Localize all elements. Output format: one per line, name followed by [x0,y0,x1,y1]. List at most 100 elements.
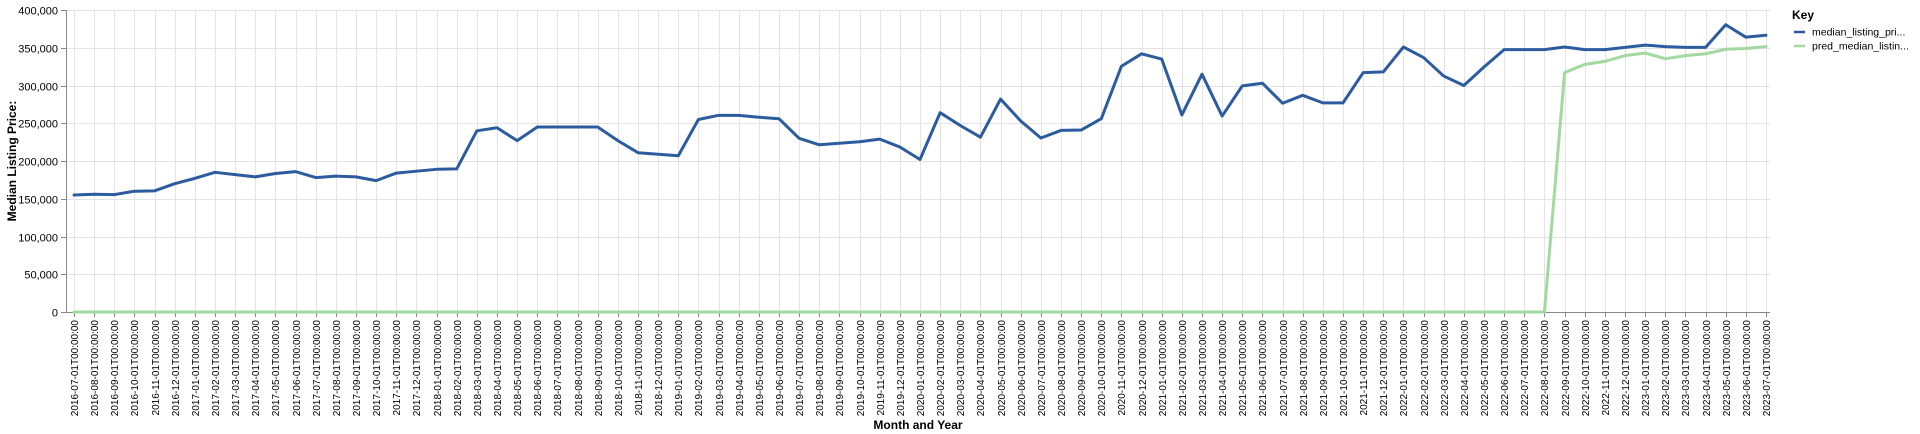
x-tick-label: 2017-07-01T00:00:00 [312,320,323,417]
y-tick-label: 400,000 [18,6,58,18]
x-tick-label: 2017-03-01T00:00:00 [231,320,242,417]
x-tick-label: 2017-09-01T00:00:00 [352,320,363,417]
series-line-median-listing-pri [72,23,1768,197]
x-tick-label: 2021-02-01T00:00:00 [1178,320,1189,417]
x-tick-label: 2018-12-01T00:00:00 [654,320,665,417]
x-tick-label: 2022-04-01T00:00:00 [1460,320,1471,417]
y-tick-label: 50,000 [24,270,58,282]
x-tick-label: 2019-10-01T00:00:00 [856,320,867,417]
x-tick-label: 2018-06-01T00:00:00 [533,320,544,417]
x-tick-label: 2022-09-01T00:00:00 [1561,320,1572,417]
x-tick-label: 2017-01-01T00:00:00 [191,320,202,417]
x-tick-label: 2021-06-01T00:00:00 [1258,320,1269,417]
x-tick-label: 2020-08-01T00:00:00 [1057,320,1068,417]
x-tick-label: 2018-02-01T00:00:00 [453,320,464,417]
x-tick-label: 2023-04-01T00:00:00 [1702,320,1713,417]
x-tick-label: 2021-08-01T00:00:00 [1299,320,1310,417]
x-tick-label: 2019-04-01T00:00:00 [735,320,746,417]
x-tick-label: 2022-02-01T00:00:00 [1420,320,1431,417]
x-tick-label: 2023-01-01T00:00:00 [1641,320,1652,417]
x-tick-label: 2021-05-01T00:00:00 [1238,320,1249,417]
y-tick-label: 0 [52,308,58,320]
x-tick-label: 2020-12-01T00:00:00 [1138,320,1149,417]
x-tick-label: 2019-02-01T00:00:00 [694,320,705,417]
y-tick-label: 200,000 [18,157,58,169]
x-tick-label: 2019-08-01T00:00:00 [815,320,826,417]
series-line-pred-median-listin [72,45,1768,314]
x-tick-label: 2016-09-01T00:00:00 [110,320,121,417]
x-tick-label: 2021-12-01T00:00:00 [1379,320,1390,417]
grid [66,10,1770,313]
x-tick-label: 2023-03-01T00:00:00 [1681,320,1692,417]
x-tick-label: 2017-05-01T00:00:00 [271,320,282,417]
x-tick-label: 2018-05-01T00:00:00 [513,320,524,417]
y-tick-label: 300,000 [18,82,58,94]
x-tick-label: 2020-01-01T00:00:00 [916,320,927,417]
x-tick-label: 2021-10-01T00:00:00 [1339,320,1350,417]
x-tick-label: 2020-11-01T00:00:00 [1117,320,1128,416]
legend: Key median_listing_pri... pred_median_lis… [1792,8,1909,53]
series [72,23,1768,314]
x-tick-label: 2020-09-01T00:00:00 [1077,320,1088,417]
x-tick-label: 2020-10-01T00:00:00 [1097,320,1108,417]
x-tick-label: 2022-11-01T00:00:00 [1601,320,1612,416]
x-tick-label: 2023-07-01T00:00:00 [1762,320,1773,417]
x-tick-label: 2017-12-01T00:00:00 [412,320,423,417]
y-tick-label: 250,000 [18,119,58,131]
x-tick-label: 2020-06-01T00:00:00 [1017,320,1028,417]
x-tick-label: 2022-03-01T00:00:00 [1440,320,1451,417]
x-tick-label: 2018-04-01T00:00:00 [493,320,504,417]
x-tick-label: 2019-12-01T00:00:00 [896,320,907,417]
x-tick-label: 2022-08-01T00:00:00 [1540,320,1551,417]
x-tick-label: 2022-06-01T00:00:00 [1500,320,1511,417]
x-tick-label: 2019-07-01T00:00:00 [795,320,806,417]
x-tick-label: 2019-11-01T00:00:00 [876,320,887,416]
x-tick-label: 2016-11-01T00:00:00 [151,320,162,416]
x-tick-label: 2023-06-01T00:00:00 [1742,320,1753,417]
x-tick-label: 2022-12-01T00:00:00 [1621,320,1632,417]
x-tick-label: 2017-06-01T00:00:00 [292,320,303,417]
x-tick-label: 2018-09-01T00:00:00 [594,320,605,417]
x-tick-label: 2019-01-01T00:00:00 [674,320,685,417]
x-tick-label: 2017-11-01T00:00:00 [392,320,403,416]
x-tick-label: 2022-07-01T00:00:00 [1520,320,1531,417]
x-tick-label: 2021-01-01T00:00:00 [1158,320,1169,417]
x-tick-label: 2021-09-01T00:00:00 [1319,320,1330,417]
x-tick-label: 2023-05-01T00:00:00 [1722,320,1733,417]
x-tick-label: 2017-08-01T00:00:00 [332,320,343,417]
x-tick-label: 2019-05-01T00:00:00 [755,320,766,417]
y-tick-label: 150,000 [18,195,58,207]
x-tick-label: 2018-07-01T00:00:00 [553,320,564,417]
x-tick-label: 2017-04-01T00:00:00 [251,320,262,417]
x-tick-label: 2016-10-01T00:00:00 [130,320,141,417]
x-tick-label: 2020-07-01T00:00:00 [1037,320,1048,417]
x-tick-label: 2016-12-01T00:00:00 [171,320,182,417]
x-tick-label: 2021-07-01T00:00:00 [1279,320,1290,417]
x-tick-label: 2022-10-01T00:00:00 [1581,320,1592,417]
x-tick-label: 2016-08-01T00:00:00 [90,320,101,417]
x-tick-label: 2020-03-01T00:00:00 [956,320,967,417]
x-tick-label: 2021-11-01T00:00:00 [1359,320,1370,416]
x-tick-label: 2017-10-01T00:00:00 [372,320,383,417]
legend-title: Key [1792,8,1814,22]
x-axis-title: Month and Year [873,418,962,432]
x-tick-label: 2019-06-01T00:00:00 [775,320,786,417]
x-tick-label: 2016-07-01T00:00:00 [70,320,81,417]
x-tick-label: 2020-02-01T00:00:00 [936,320,947,417]
x-tick-label: 2018-08-01T00:00:00 [574,320,585,417]
x-tick-label: 2021-03-01T00:00:00 [1198,320,1209,417]
x-tick-label: 2022-05-01T00:00:00 [1480,320,1491,417]
x-tick-label: 2023-02-01T00:00:00 [1661,320,1672,417]
x-tick-label: 2021-04-01T00:00:00 [1218,320,1229,417]
axes: 0 50,000 100,000 150,000 200,000 250,000 300,0… [18,6,1773,417]
x-tick-label: 2020-05-01T00:00:00 [997,320,1008,417]
x-tick-label: 2019-09-01T00:00:00 [835,320,846,417]
y-tick-label: 350,000 [18,44,58,56]
x-tick-label: 2018-01-01T00:00:00 [433,320,444,417]
x-tick-label: 2020-04-01T00:00:00 [976,320,987,417]
legend-label: pred_median_listin... [1812,41,1909,53]
x-tick-label: 2019-03-01T00:00:00 [715,320,726,417]
x-tick-label: 2018-11-01T00:00:00 [634,320,645,416]
x-tick-label: 2017-02-01T00:00:00 [211,320,222,417]
